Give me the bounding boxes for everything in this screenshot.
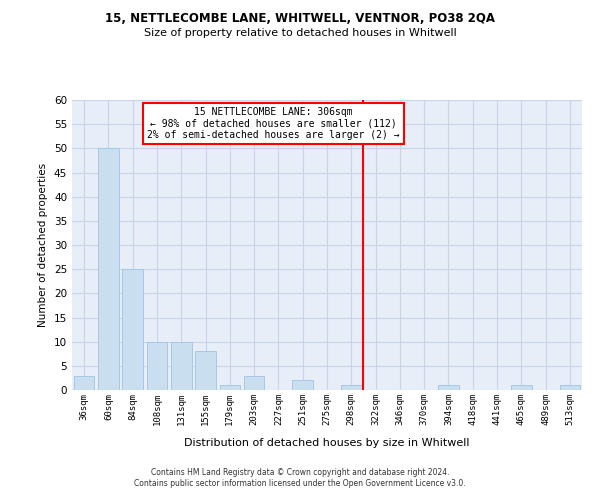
Bar (244, 376, 265, 390)
Bar (220, 385, 240, 390)
Bar (438, 385, 459, 390)
Text: 15, NETTLECOMBE LANE, WHITWELL, VENTNOR, PO38 2QA: 15, NETTLECOMBE LANE, WHITWELL, VENTNOR,… (105, 12, 495, 26)
Y-axis label: Number of detached properties: Number of detached properties (38, 163, 49, 327)
Text: Contains HM Land Registry data © Crown copyright and database right 2024.
Contai: Contains HM Land Registry data © Crown c… (134, 468, 466, 487)
Bar (98, 148, 119, 390)
Text: Size of property relative to detached houses in Whitwell: Size of property relative to detached ho… (143, 28, 457, 38)
Bar (511, 385, 532, 390)
Bar (171, 342, 191, 390)
Bar (146, 342, 167, 390)
Bar (560, 385, 580, 390)
Bar (195, 352, 216, 390)
Text: 15 NETTLECOMBE LANE: 306sqm
← 98% of detached houses are smaller (112)
2% of sem: 15 NETTLECOMBE LANE: 306sqm ← 98% of det… (147, 108, 400, 140)
Bar (74, 376, 94, 390)
Bar (341, 385, 362, 390)
Text: Distribution of detached houses by size in Whitwell: Distribution of detached houses by size … (184, 438, 470, 448)
Bar (292, 380, 313, 390)
Bar (122, 269, 143, 390)
